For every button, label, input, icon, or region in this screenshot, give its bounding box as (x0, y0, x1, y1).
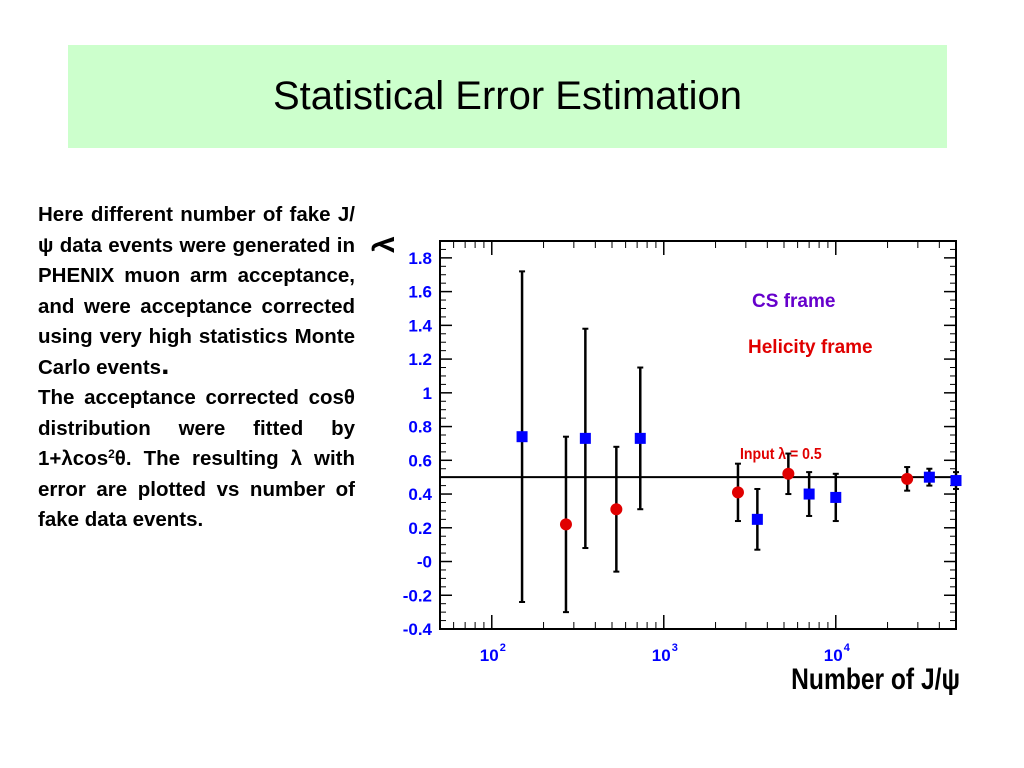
chart-container: 1.8 1.6 1.4 1.2 1 0.8 0.6 0.4 0.2 -0 -0.2 -0.4 10 2 10… (360, 225, 1020, 705)
description-paragraph-1: Here different number of fake J/ψ data e… (38, 200, 355, 383)
data-point-square (579, 432, 591, 444)
data-point-square (923, 471, 935, 483)
lambda-vs-events-chart: 1.81.61.41.210.80.60.40.2-0-0.2-0.410 2 10… (368, 236, 962, 696)
y-axis-title: λ (368, 236, 401, 253)
slide-title: Statistical Error Estimation (272, 74, 743, 118)
title-banner: Statistical Error Estimation (68, 45, 947, 148)
series-cs-frame (516, 270, 962, 604)
x-tick-label: 10 (652, 646, 671, 665)
x-axis-title: Number of J/ψ (791, 662, 960, 696)
x-tick-exponent: 4 (844, 642, 851, 654)
x-tick-exponent: 2 (500, 642, 506, 654)
legend-entry-helicity-frame: Helicity frame (748, 337, 873, 358)
data-point-square (751, 513, 763, 525)
description-paragraph-1-text: Here different number of fake J/ψ data e… (38, 203, 355, 379)
data-point-circle (901, 472, 914, 485)
y-tick-label: 0.2 (408, 519, 432, 538)
reference-line-label: Input λ = 0.5 (740, 445, 822, 463)
y-tick-label: 1.6 (408, 283, 432, 302)
x-tick-label: 10 (824, 646, 843, 665)
x-tick-label: 10 (480, 646, 499, 665)
data-point-circle (782, 467, 795, 480)
data-point-square (634, 432, 646, 444)
data-point-square (950, 475, 962, 487)
legend-entry-cs-frame: CS frame (752, 291, 835, 312)
data-point-circle (610, 503, 623, 516)
y-tick-label: 1.2 (408, 350, 432, 369)
y-tick-label: 0.4 (408, 485, 432, 504)
data-point-square (830, 491, 842, 503)
description-paragraph-2-text-a: The acceptance corrected cosθ distributi… (38, 386, 355, 470)
y-tick-label: 1 (423, 384, 432, 403)
y-tick-label: 0.8 (408, 418, 432, 437)
description-text: Here different number of fake J/ψ data e… (38, 200, 355, 536)
data-point-square (803, 488, 815, 500)
description-paragraph-2: The acceptance corrected cosθ distributi… (38, 383, 355, 536)
description-paragraph-2-text-b: θ. The resulting λ with error are plotte… (38, 447, 355, 531)
data-point-circle (731, 486, 744, 499)
description-paragraph-2-superscript: 2 (108, 447, 115, 461)
y-tick-label: -0.4 (403, 620, 433, 639)
series-helicity-frame (559, 435, 914, 614)
y-tick-label: 1.8 (408, 249, 432, 268)
data-point-square (516, 431, 528, 443)
y-tick-label: -0.2 (403, 586, 432, 605)
data-point-circle (559, 518, 572, 531)
y-tick-label: -0 (417, 553, 432, 572)
y-tick-label: 0.6 (408, 451, 432, 470)
description-paragraph-1-period: . (161, 347, 170, 381)
x-tick-exponent: 3 (672, 642, 678, 654)
y-tick-label: 1.4 (408, 316, 432, 335)
